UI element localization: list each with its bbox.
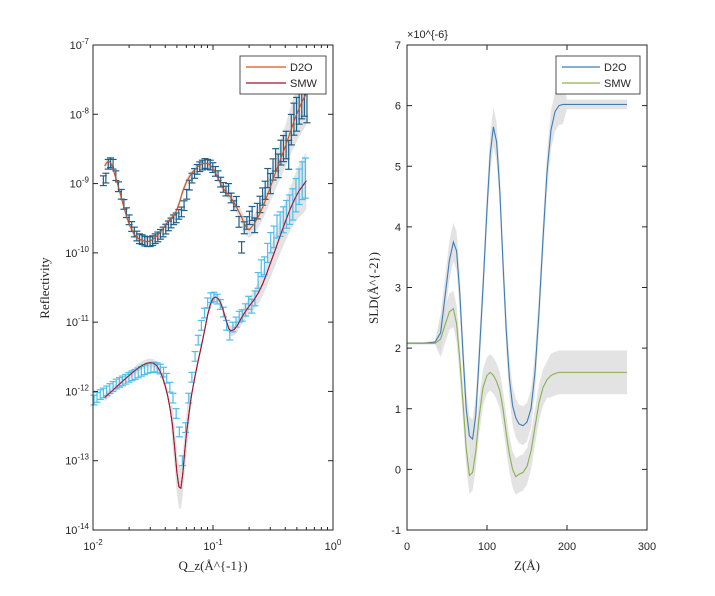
right-y-tick-label: 4 <box>395 222 401 234</box>
right-y-tick-label: 2 <box>395 343 401 355</box>
left-d2o-data-errorbar-point <box>183 188 191 200</box>
right-y-tick-label: 7 <box>395 40 401 52</box>
right-x-tick-label: 0 <box>404 541 410 553</box>
right-y-tick-label: 0 <box>395 464 401 476</box>
right-x-tick-label: 200 <box>558 541 576 553</box>
left-y-tick-label: 10-13 <box>65 453 89 468</box>
left-smw-data-errorbar-point <box>185 392 193 404</box>
left-smw-data-errorbar-point <box>298 161 306 201</box>
left-smw-data-errorbar-point <box>257 259 265 278</box>
left-x-tick-label: 10-1 <box>203 538 223 553</box>
left-smw-data-errorbar-point <box>166 381 174 393</box>
right-d2o-uncertainty-band <box>407 85 627 459</box>
left-smw-data-errorbar-point <box>282 199 290 229</box>
right-y-tick-label: 6 <box>395 101 401 113</box>
left-smw-data-errorbar-point <box>260 256 268 276</box>
left-smw-uncertainty-band <box>104 152 307 510</box>
left-smw-data-errorbar-point <box>93 391 101 403</box>
left-smw-data-errorbar-point <box>289 188 297 221</box>
left-d2o-data-errorbar-point <box>180 200 188 212</box>
left-y-tick-label: 10-12 <box>65 383 89 398</box>
left-smw-fit-line-overlay <box>104 180 307 490</box>
left-smw-data-errorbar-point <box>191 350 199 362</box>
right-x-tick-label: 100 <box>478 541 496 553</box>
right-x-tick-label: 300 <box>638 541 656 553</box>
right-y-tick-label: 3 <box>395 283 401 295</box>
left-smw-data-errorbar-point <box>267 231 275 254</box>
left-d2o-data-errorbar-point <box>102 172 110 184</box>
right-y-axis-label: SLD(Å^{-2}) <box>366 252 381 324</box>
right-x-axis-label: Z(Å) <box>514 558 540 573</box>
right-smw-sld-line <box>407 307 627 478</box>
left-y-tick-label: 10-9 <box>70 176 90 191</box>
left-smw-data-errorbar-point <box>194 334 202 346</box>
left-y-axis-label: Reflectivity <box>37 257 52 319</box>
left-smw-data-errorbar-point <box>295 168 303 206</box>
left-smw-data-errorbar-point <box>90 394 98 406</box>
left-smw-data-errorbar-point <box>169 392 177 404</box>
right-legend: D2O SMW <box>555 55 641 95</box>
right-y-tick-label: -1 <box>391 525 401 537</box>
left-y-tick-label: 10-11 <box>66 314 90 329</box>
right-legend-box <box>555 55 641 95</box>
right-y-exponent: ×10^{-6} <box>407 29 448 41</box>
right-d2o-sld-line <box>407 103 627 441</box>
left-smw-data-errorbar-point <box>160 366 168 378</box>
right-smw-uncertainty-band <box>407 290 627 495</box>
right-y-tick-label: 1 <box>395 404 401 416</box>
left-y-tick-label: 10-7 <box>70 37 90 52</box>
left-reflectivity-plot: 10-2 10-1 100 10-14 10-13 10-12 10-11 10-10 10-9… <box>37 37 342 573</box>
left-smw-data-errorbar-point <box>175 426 183 438</box>
right-legend-label-smw: SMW <box>604 78 632 90</box>
left-d2o-fit-line-overlay <box>104 93 307 243</box>
left-legend-box <box>239 55 327 95</box>
left-legend-label-d2o: D2O <box>290 62 313 74</box>
left-smw-data-errorbar-point <box>172 408 180 419</box>
left-smw-data-errorbar-point <box>197 319 205 331</box>
right-y-tick-label: 5 <box>395 161 401 173</box>
left-x-axis-label: Q_z(Å^{-1}) <box>178 558 247 573</box>
left-legend-label-smw: SMW <box>290 78 318 90</box>
left-y-tick-label: 10-14 <box>65 522 89 537</box>
left-x-tick-label: 10-2 <box>83 538 103 553</box>
left-d2o-data-errorbar-point <box>238 241 246 254</box>
right-legend-label-d2o: D2O <box>604 62 627 74</box>
left-y-tick-label: 10-8 <box>70 106 90 121</box>
left-x-tick-label: 100 <box>325 538 342 553</box>
left-legend: D2O SMW <box>239 55 327 95</box>
left-smw-data-errorbar-point <box>301 157 309 199</box>
left-smw-data-errorbar-point <box>292 177 300 213</box>
left-y-tick-label: 10-10 <box>65 245 89 260</box>
